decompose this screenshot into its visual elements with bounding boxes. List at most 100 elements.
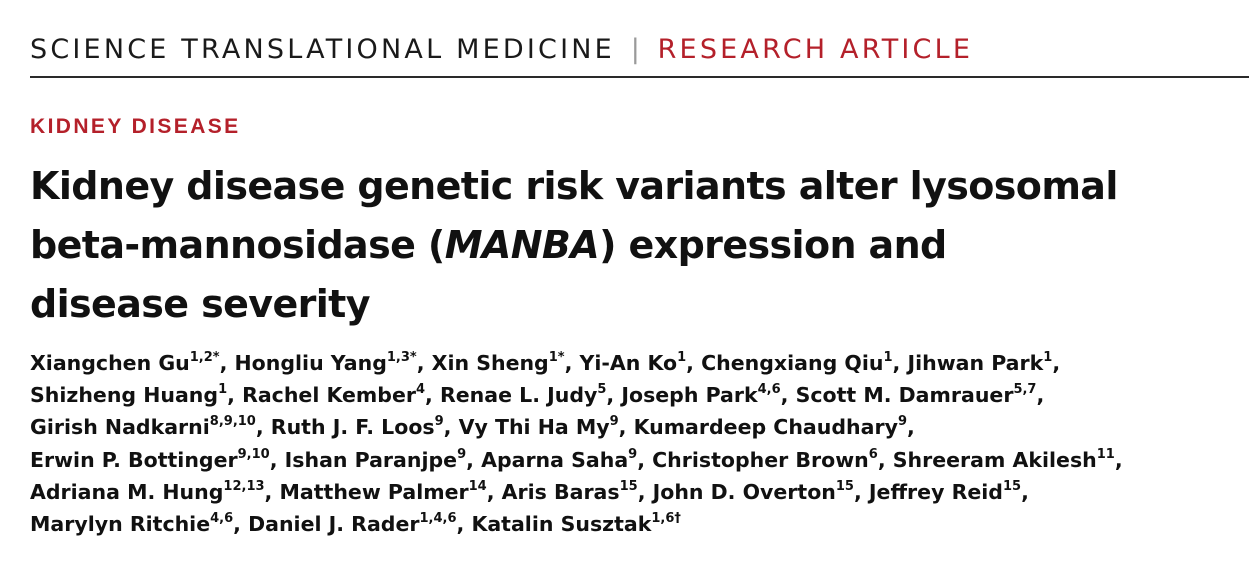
- author-name: Joseph Park: [621, 383, 758, 408]
- author-affiliation: 1,3*: [386, 350, 417, 365]
- author-line: Shizheng Huang1, Rachel Kember4, Renae L…: [30, 379, 1240, 411]
- author: Shreeram Akilesh11,: [893, 448, 1123, 472]
- author-line: Erwin P. Bottinger9,10, Ishan Paranjpe9,…: [30, 444, 1240, 476]
- author-affiliation: 6: [868, 446, 878, 462]
- article-type: RESEARCH ARTICLE: [657, 34, 974, 65]
- title-line-2-pre: beta-mannosidase (: [30, 223, 445, 267]
- author-affiliation: 1,6†: [651, 511, 681, 527]
- author-affiliation: 14: [468, 478, 487, 494]
- author-list: Xiangchen Gu1,2*, Hongliu Yang1,3*, Xin …: [30, 347, 1240, 540]
- author: Kumardeep Chaudhary9,: [634, 415, 915, 439]
- author-separator: ,: [219, 351, 235, 375]
- author: Katalin Susztak1,6†: [471, 512, 680, 536]
- author-affiliation: 9,10: [237, 446, 270, 462]
- author-separator: ,: [564, 351, 580, 375]
- author-affiliation: 15: [1002, 478, 1022, 494]
- author: John D. Overton15,: [653, 480, 869, 504]
- author-name: Matthew Palmer: [279, 479, 469, 504]
- author-separator: ,: [1036, 383, 1045, 408]
- author-separator: ,: [637, 479, 653, 504]
- section-label: KIDNEY DISEASE: [30, 115, 241, 138]
- author: Chengxiang Qiu1,: [701, 351, 907, 375]
- author: Shizheng Huang1,: [30, 383, 242, 407]
- author-name: Kumardeep Chaudhary: [633, 415, 898, 440]
- author: Vy Thi Ha My9,: [459, 415, 634, 439]
- author-separator: ,: [906, 415, 915, 440]
- author-affiliation: 9: [897, 414, 907, 430]
- author-affiliation: 8,9,10: [209, 414, 256, 430]
- author-affiliation: 4,6: [757, 382, 781, 398]
- author-name: Girish Nadkarni: [30, 415, 210, 440]
- author-name: Erwin P. Bottinger: [30, 447, 238, 472]
- author-separator: ,: [1114, 447, 1123, 472]
- author-name: Daniel J. Rader: [248, 512, 420, 537]
- author: Ruth J. F. Loos9,: [271, 415, 459, 439]
- author-separator: ,: [1052, 351, 1061, 375]
- author-affiliation: 9: [434, 414, 444, 430]
- author-separator: ,: [233, 512, 249, 537]
- author-affiliation: 1,2*: [189, 350, 220, 365]
- author-name: John D. Overton: [652, 479, 836, 504]
- title-line-1: Kidney disease genetic risk variants alt…: [30, 164, 1118, 208]
- author-separator: ,: [780, 383, 796, 408]
- journal-name: SCIENCE TRANSLATIONAL MEDICINE: [30, 34, 615, 65]
- author: Matthew Palmer14,: [279, 480, 501, 504]
- author: Daniel J. Rader1,4,6,: [248, 512, 471, 536]
- author: Scott M. Damrauer5,7,: [796, 383, 1045, 407]
- author-separator: ,: [877, 447, 893, 472]
- author: Aris Baras15,: [502, 480, 653, 504]
- title-line-2: beta-mannosidase (MANBA) expression and: [30, 216, 1210, 275]
- author-name: Hongliu Yang: [234, 351, 387, 375]
- author-affiliation: 9: [628, 446, 638, 462]
- author-affiliation: 1,4,6: [419, 511, 457, 527]
- author-separator: ,: [425, 383, 440, 408]
- author-line: Marylyn Ritchie4,6, Daniel J. Rader1,4,6…: [30, 508, 1240, 540]
- author-affiliation: 15: [619, 478, 638, 494]
- journal-header: SCIENCE TRANSLATIONAL MEDICINE | RESEARC…: [30, 30, 973, 70]
- author-separator: ,: [269, 447, 285, 472]
- author-affiliation: 9: [457, 446, 467, 462]
- author: Girish Nadkarni8,9,10,: [30, 415, 271, 439]
- author-affiliation: 5,7: [1013, 382, 1037, 398]
- author-affiliation: 4,6: [210, 511, 234, 527]
- author: Christopher Brown6,: [652, 448, 893, 472]
- author-affiliation: 15: [835, 478, 854, 494]
- author-separator: ,: [637, 447, 653, 472]
- author-name: Ruth J. F. Loos: [270, 415, 435, 440]
- author-line: Adriana M. Hung12,13, Matthew Palmer14, …: [30, 476, 1240, 508]
- author-name: Christopher Brown: [652, 447, 869, 472]
- author-name: Katalin Susztak: [471, 512, 652, 537]
- title-line-3: disease severity: [30, 282, 371, 326]
- author: Ishan Paranjpe9,: [285, 448, 481, 472]
- author-separator: ,: [618, 415, 634, 440]
- header-rule: [30, 76, 1249, 78]
- author-line: Girish Nadkarni8,9,10, Ruth J. F. Loos9,…: [30, 411, 1240, 443]
- author: Jeffrey Reid15,: [869, 480, 1029, 504]
- author-name: Marylyn Ritchie: [30, 512, 211, 537]
- author-affiliation: 4: [415, 382, 426, 398]
- title-line-2-post: ) expression and: [599, 223, 947, 267]
- author-separator: ,: [466, 447, 482, 472]
- author-affiliation: 1: [883, 350, 893, 365]
- author: Xiangchen Gu1,2*,: [30, 351, 235, 375]
- author-name: Scott M. Damrauer: [795, 383, 1014, 408]
- author-affiliation: 12,13: [223, 478, 265, 494]
- header-separator: |: [630, 34, 640, 65]
- author-separator: ,: [443, 415, 459, 440]
- author: Erwin P. Bottinger9,10,: [30, 448, 285, 472]
- author-name: Xiangchen Gu: [30, 351, 190, 375]
- author-separator: ,: [255, 415, 271, 440]
- author-separator: ,: [486, 479, 502, 504]
- author-affiliation: 1: [1043, 350, 1053, 365]
- author: Rachel Kember4,: [242, 383, 440, 407]
- author-separator: ,: [892, 351, 908, 375]
- author-name: Shizheng Huang: [30, 383, 219, 408]
- author-name: Chengxiang Qiu: [701, 351, 884, 375]
- author-affiliation: 11: [1096, 446, 1115, 462]
- author: Jihwan Park1,: [907, 351, 1060, 375]
- author-affiliation: 1: [218, 382, 228, 398]
- author: Adriana M. Hung12,13,: [30, 480, 279, 504]
- author-name: Rachel Kember: [242, 383, 416, 408]
- author-name: Shreeram Akilesh: [892, 447, 1097, 472]
- author-separator: ,: [606, 383, 622, 408]
